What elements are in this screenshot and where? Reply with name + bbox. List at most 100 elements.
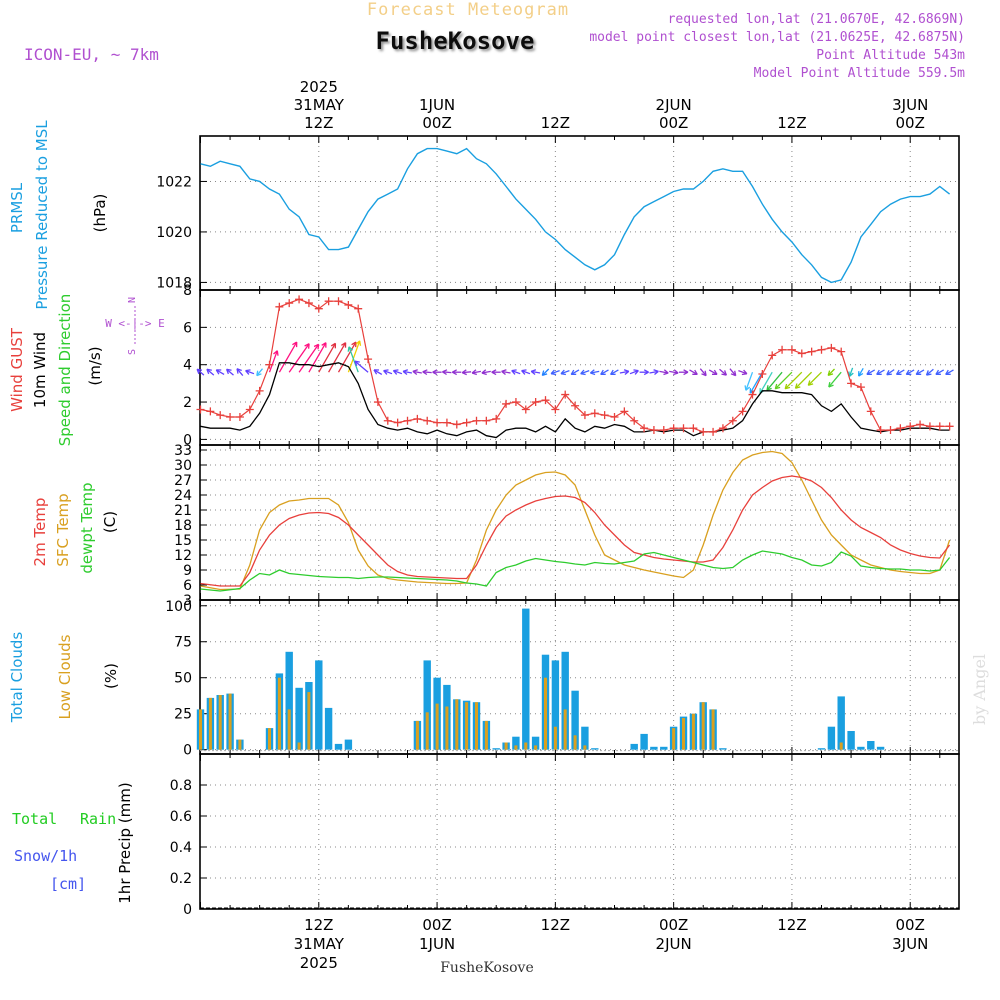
wind-arrow-head [807, 380, 811, 386]
gust-marker [334, 297, 343, 306]
y-tick-label: 30 [174, 458, 192, 474]
low-cloud-bar [435, 703, 439, 750]
wind-arrow-head [673, 369, 679, 374]
wind-arrow-shaft [550, 369, 560, 375]
wind-arrow-shaft [896, 369, 905, 375]
wind-arrow-shaft [905, 369, 915, 375]
panel-frame [199, 444, 960, 601]
bottom-time-label: 00Z [896, 916, 925, 934]
low-cloud-bar [553, 726, 557, 750]
gust-marker [265, 360, 274, 369]
top-time-label: 12Z [777, 114, 806, 132]
gust-marker [364, 355, 373, 364]
wind-arrow-shaft [749, 371, 763, 394]
wind-arrow-shaft [541, 368, 550, 376]
wind-arrow-head [624, 370, 630, 376]
wind-arrow-shaft [236, 368, 244, 377]
top-time-label: 1JUN [419, 96, 455, 114]
gust-marker [935, 422, 944, 431]
wind-arrow-shaft [729, 368, 737, 377]
gust-marker [797, 349, 806, 358]
wind-arrow-shaft [412, 370, 422, 374]
wind-arrow-head [623, 369, 630, 373]
wind-arrow-shaft [268, 350, 278, 373]
compass-south: S [127, 349, 138, 355]
low-cloud-bar [504, 742, 508, 750]
wind-direction-arrow [945, 369, 954, 376]
bottom-time-label: 2025 [300, 954, 338, 972]
wind-arrow-head [351, 341, 357, 346]
total-cloud-bar [847, 731, 855, 750]
y-tick-label: 15 [174, 533, 192, 549]
gust-marker [748, 390, 757, 399]
wind-direction-arrow [794, 371, 813, 389]
wind-arrow-head [766, 387, 772, 391]
wind-arrow-head [633, 369, 639, 372]
wind-arrow-head [743, 369, 748, 375]
temp-unit-label: (C) [101, 511, 119, 533]
wind-direction-arrow [256, 368, 264, 377]
wind-direction-arrow [215, 369, 225, 375]
legend-total: Total [12, 810, 57, 828]
wind-arrow-head [744, 385, 747, 391]
low-cloud-bar [425, 712, 429, 750]
y-tick-label: 12 [174, 548, 192, 564]
wind-arrow-head [550, 369, 555, 375]
gust-marker [196, 405, 205, 414]
gust-marker [393, 418, 402, 427]
wind-arrow-head [225, 369, 230, 375]
low-cloud-bar [199, 709, 202, 750]
wind-arrow-shaft [196, 368, 205, 376]
wind-direction-arrow [828, 371, 842, 388]
gust-marker [709, 427, 718, 436]
wind-direction-arrow [669, 369, 679, 376]
wind-direction-arrow [278, 341, 298, 373]
wind-direction-arrow [629, 369, 639, 375]
gust-marker [344, 300, 353, 309]
gust-marker [423, 416, 432, 425]
wind-arrow-head [354, 360, 358, 367]
wind-arrow-head [215, 369, 220, 375]
wind-arrow-head [915, 369, 920, 375]
gust-marker [285, 299, 294, 308]
y-tick-label: 2 [183, 395, 192, 411]
wind-arrow-shaft [226, 368, 234, 376]
wind-direction-arrow [774, 371, 793, 390]
wind-arrow-shaft [256, 368, 264, 377]
wind-arrow-shaft [481, 370, 491, 374]
wind-direction-arrow [451, 369, 462, 376]
gust-marker [383, 416, 392, 425]
wind-arrow-head [730, 373, 736, 377]
wind-arrow-head [828, 381, 831, 388]
wind-direction-arrow [206, 368, 215, 376]
wind-arrow-head [432, 369, 438, 373]
wind-direction-arrow [876, 369, 885, 376]
bottom-time-label: 1JUN [419, 935, 455, 953]
wind-arrow-shaft [328, 342, 347, 373]
wind-arrow-head [828, 384, 834, 388]
wind-arrow-head [734, 370, 737, 376]
wind-arrow-head [383, 369, 389, 372]
bottom-time-label: 12Z [541, 916, 570, 934]
wind-arrow-shaft [245, 369, 255, 375]
wind-arrow-shaft [373, 369, 383, 375]
wind-arrow-shaft [354, 360, 369, 373]
wind-arrow-head [501, 369, 507, 373]
panel-frame [199, 753, 960, 910]
legend-snow-unit: [cm] [50, 875, 86, 893]
cloud-unit-label: (%) [102, 663, 120, 689]
wind-arrow-head [683, 371, 689, 376]
wind-arrow-shaft [699, 368, 707, 377]
wind-direction-arrow [848, 367, 854, 377]
wind-arrow-head [206, 368, 212, 371]
wind-arrow-shaft [278, 341, 298, 373]
wind-arrow-head [808, 383, 814, 386]
wind-direction-arrow [402, 369, 413, 376]
total-cloud-bar [522, 608, 530, 750]
low-cloud-bar [544, 677, 547, 750]
wind-direction-arrow [432, 369, 442, 376]
gust-marker [768, 351, 777, 360]
wind-direction-arrow [521, 369, 531, 375]
wind-arrow-shaft [745, 371, 754, 391]
